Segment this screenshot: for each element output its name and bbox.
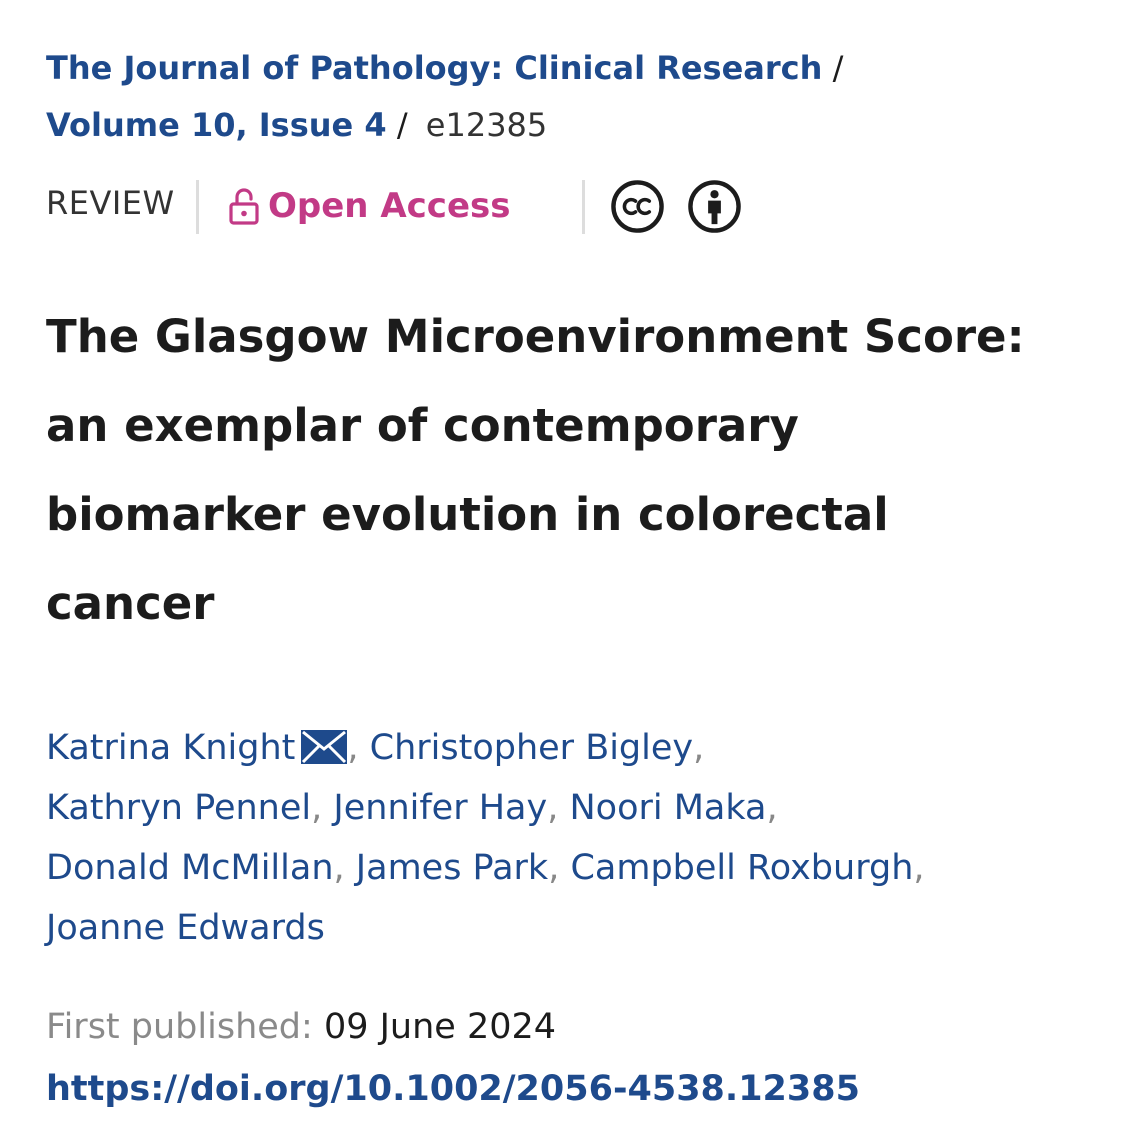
license-info[interactable] (610, 179, 764, 234)
author-name[interactable]: Christopher Bigley (369, 728, 694, 768)
divider (582, 180, 585, 234)
breadcrumb-separator: / (396, 106, 408, 144)
author-separator: , (347, 728, 359, 768)
open-access-label: Open Access (268, 186, 511, 226)
divider (196, 180, 199, 234)
author-name[interactable]: Donald McMillan (46, 848, 334, 888)
author-list: Katrina Knight , Christopher Bigley, Kat… (46, 718, 1086, 958)
issue-link[interactable]: Volume 10, Issue 4 (46, 106, 387, 144)
author-separator: , (548, 848, 560, 888)
breadcrumb: The Journal of Pathology: Clinical Resea… (46, 40, 1086, 154)
first-published-label: First published: (46, 1007, 313, 1047)
author-separator: , (311, 788, 323, 828)
breadcrumb-separator: / (832, 49, 844, 87)
author-name[interactable]: Noori Maka (569, 788, 767, 828)
first-published-date: 09 June 2024 (323, 1007, 557, 1047)
title-line: an exemplar of contemporary (46, 399, 799, 452)
author-separator: , (766, 788, 778, 828)
creative-commons-icon (611, 180, 664, 233)
title-line: biomarker evolution in colorectal (46, 488, 889, 541)
journal-link[interactable]: The Journal of Pathology: Clinical Resea… (46, 49, 823, 87)
author-name[interactable]: James Park (355, 848, 549, 888)
author-name[interactable]: Joanne Edwards (46, 908, 325, 948)
author-name[interactable]: Campbell Roxburgh (570, 848, 914, 888)
attribution-person-icon (688, 180, 741, 233)
author-separator: , (693, 728, 705, 768)
author-separator: , (333, 848, 345, 888)
open-access-badge[interactable]: Open Access (228, 180, 511, 232)
article-number: e12385 (425, 106, 548, 144)
envelope-icon[interactable] (301, 730, 348, 764)
unlocked-padlock-icon (229, 188, 259, 225)
article-title: The Glasgow Microenvironment Score: an e… (46, 292, 1086, 648)
first-published: First published: 09 June 2024 (46, 998, 556, 1056)
title-line: The Glasgow Microenvironment Score: (46, 310, 1025, 363)
article-meta-row: REVIEW Open Access (46, 178, 1086, 238)
author-separator: , (913, 848, 925, 888)
doi-link[interactable]: https://doi.org/10.1002/2056-4538.12385 (46, 1069, 860, 1109)
author-name[interactable]: Jennifer Hay (333, 788, 548, 828)
title-line: cancer (46, 577, 215, 630)
author-name[interactable]: Katrina Knight (46, 728, 296, 768)
author-name[interactable]: Kathryn Pennel (46, 788, 312, 828)
article-type-label: REVIEW (46, 184, 175, 222)
author-separator: , (547, 788, 559, 828)
